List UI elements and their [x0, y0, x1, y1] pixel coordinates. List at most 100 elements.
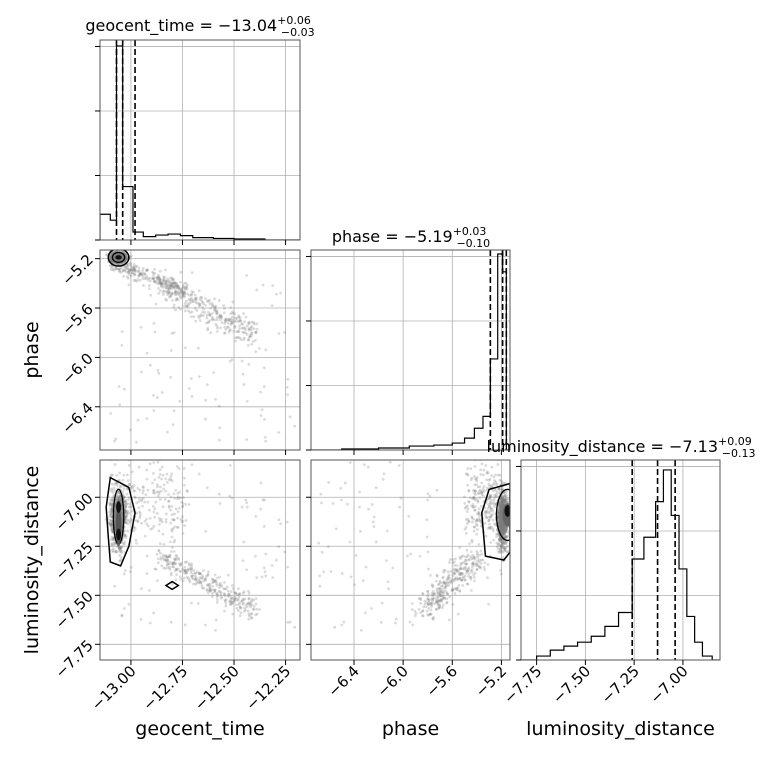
sample-point: [471, 502, 475, 506]
sample-point: [385, 529, 389, 533]
sample-point: [181, 531, 185, 535]
sample-point: [249, 612, 253, 616]
sample-point: [144, 493, 148, 497]
sample-point: [500, 516, 504, 520]
sample-point: [164, 286, 168, 289]
sample-point: [500, 519, 504, 523]
sample-point: [111, 537, 115, 541]
sample-point: [122, 387, 126, 391]
sample-point: [175, 465, 179, 468]
sample-point: [500, 514, 504, 518]
sample-point: [156, 368, 160, 372]
sample-point: [145, 468, 149, 472]
sample-point: [476, 499, 480, 503]
sample-point: [504, 497, 508, 501]
sample-point: [496, 490, 499, 494]
sample-point: [214, 618, 218, 622]
sample-point: [213, 307, 217, 310]
sample-point: [501, 526, 505, 530]
sample-point: [133, 268, 137, 272]
sample-point: [195, 581, 199, 585]
sample-point: [497, 521, 501, 525]
sample-point: [229, 599, 233, 603]
sample-point: [455, 568, 459, 572]
sample-point: [137, 274, 141, 278]
sample-point: [441, 595, 445, 599]
sample-point: [109, 257, 112, 261]
sample-point: [498, 500, 502, 503]
sample-point: [178, 506, 181, 510]
sample-point: [488, 504, 492, 508]
sample-point: [201, 586, 204, 590]
density-core: [504, 505, 510, 517]
sample-point: [121, 255, 125, 259]
sample-point: [466, 569, 470, 573]
sample-point: [499, 507, 503, 511]
sample-point: [438, 587, 442, 591]
sample-point: [501, 495, 505, 499]
sample-point: [210, 588, 214, 592]
sample-point: [503, 499, 507, 503]
sample-point: [241, 591, 245, 595]
sample-point: [118, 403, 122, 407]
sample-point: [121, 256, 125, 260]
sample-point: [125, 263, 129, 267]
sample-point: [140, 498, 143, 501]
sample-point: [133, 495, 137, 499]
sample-point: [319, 492, 323, 496]
sample-point: [494, 482, 498, 486]
sample-point: [121, 255, 125, 259]
title-value: phase = −5.19: [332, 227, 453, 246]
sample-point: [497, 507, 501, 510]
sample-point: [470, 515, 474, 519]
sample-point: [501, 504, 505, 507]
sample-point: [255, 327, 259, 331]
sample-point: [116, 495, 120, 499]
sample-point: [164, 518, 168, 521]
sample-point: [206, 572, 210, 576]
sample-point: [242, 336, 246, 340]
sample-point: [286, 393, 290, 397]
sample-point: [489, 509, 492, 513]
sample-point: [501, 526, 504, 529]
sample-point: [498, 518, 502, 522]
sample-point: [238, 592, 241, 596]
sample-point: [462, 567, 466, 571]
sample-point: [156, 494, 160, 498]
sample-point: [217, 299, 221, 302]
sample-point: [120, 508, 124, 511]
sample-point: [500, 496, 504, 500]
sample-point: [457, 571, 461, 574]
sample-point: [234, 336, 238, 340]
sample-point: [242, 598, 246, 602]
sample-point: [219, 318, 222, 322]
sample-point: [498, 511, 502, 515]
sample-point: [503, 536, 507, 539]
sample-point: [243, 606, 246, 610]
sample-point: [120, 258, 124, 261]
sample-point: [233, 312, 236, 316]
sample-point: [471, 562, 475, 566]
sample-point: [425, 601, 429, 604]
sample-point: [501, 523, 504, 527]
sample-point: [504, 541, 507, 545]
sample-point: [279, 291, 282, 295]
sample-point: [438, 604, 442, 608]
sample-point: [140, 499, 143, 503]
sample-point: [179, 280, 182, 284]
sample-point: [171, 285, 175, 289]
sample-point: [171, 423, 175, 427]
sample-point: [502, 541, 506, 545]
sample-point: [164, 554, 168, 557]
sample-point: [498, 537, 501, 541]
sample-point: [251, 607, 255, 611]
sample-point: [501, 529, 504, 533]
sample-point: [125, 518, 129, 522]
sample-point: [159, 551, 162, 555]
sample-point: [476, 500, 480, 504]
sample-point: [501, 524, 504, 528]
sample-point: [137, 497, 141, 500]
sample-point: [173, 284, 176, 288]
sample-point: [109, 538, 113, 542]
sample-point: [194, 298, 198, 302]
